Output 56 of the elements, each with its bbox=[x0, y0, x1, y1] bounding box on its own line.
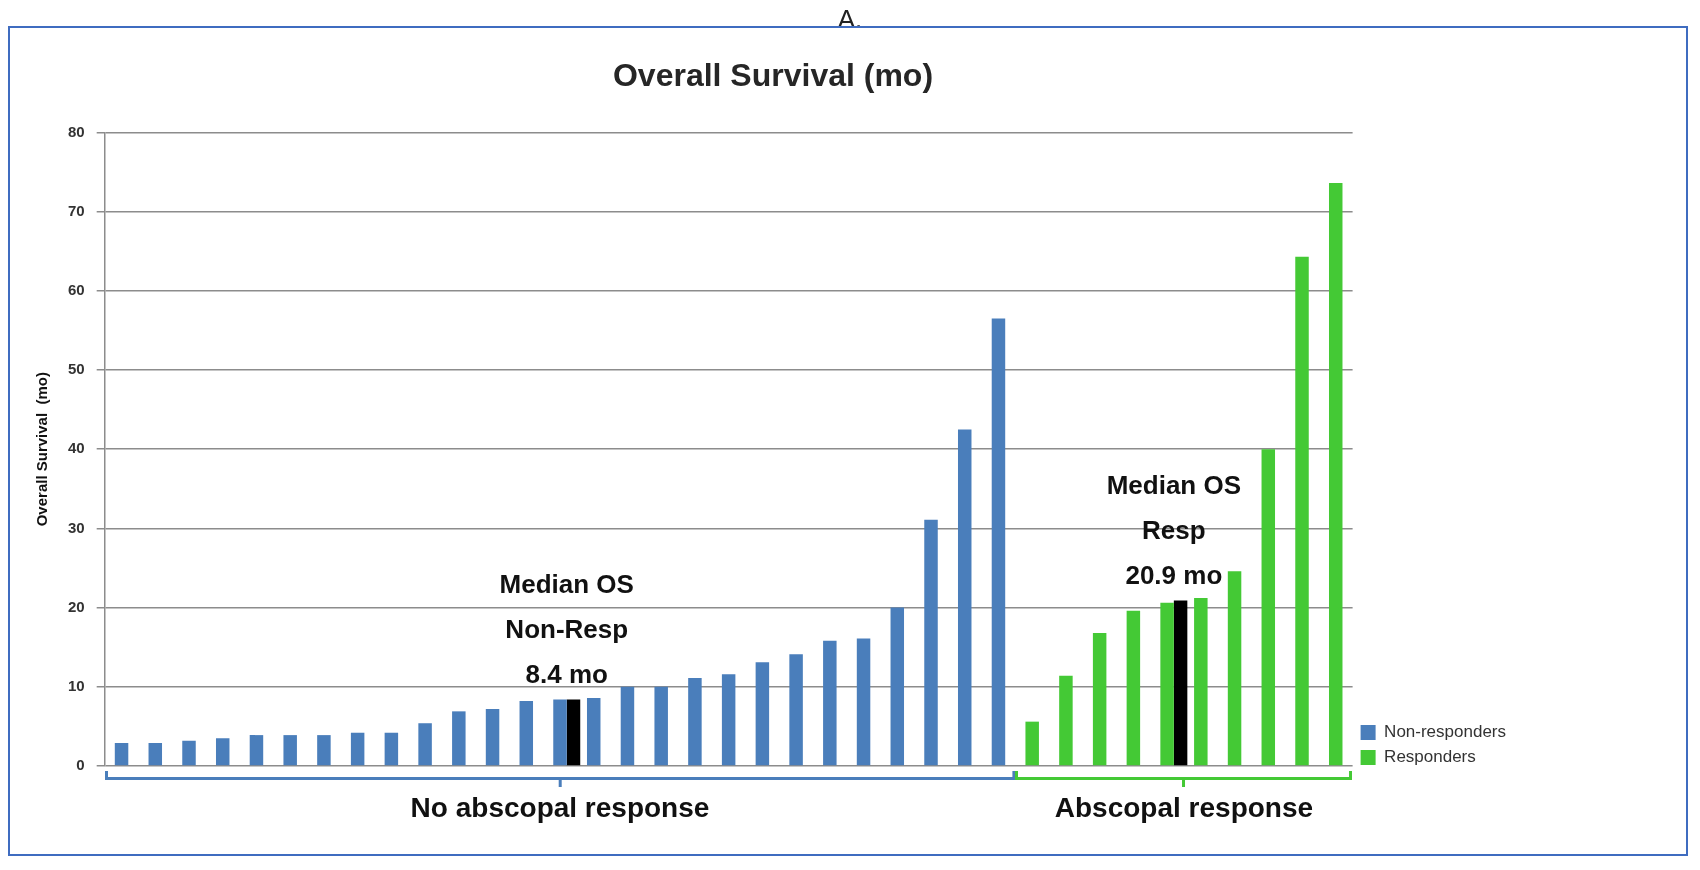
bar bbox=[215, 738, 230, 766]
bar bbox=[350, 732, 365, 766]
bar bbox=[1059, 675, 1073, 766]
legend-label: Non-responders bbox=[1384, 722, 1507, 742]
bar bbox=[566, 699, 581, 766]
bar bbox=[1126, 610, 1141, 766]
y-tick-label: 60 bbox=[68, 280, 85, 298]
bar bbox=[1261, 449, 1276, 766]
bar bbox=[856, 638, 871, 766]
bar bbox=[553, 699, 567, 766]
annotation: Median OS Non-Resp 8.4 mo bbox=[499, 569, 634, 690]
y-tick-label: 50 bbox=[68, 360, 85, 378]
bar bbox=[182, 740, 196, 766]
bar bbox=[249, 735, 264, 766]
bar bbox=[317, 735, 331, 766]
bar bbox=[1173, 600, 1188, 766]
bar bbox=[1328, 183, 1343, 766]
bar bbox=[1227, 571, 1242, 766]
legend-label: Responders bbox=[1384, 747, 1476, 767]
bar bbox=[755, 662, 770, 766]
bar bbox=[789, 654, 803, 766]
bar bbox=[688, 678, 702, 766]
bar bbox=[823, 640, 837, 766]
bar bbox=[1025, 721, 1039, 766]
bar bbox=[586, 697, 601, 766]
bar bbox=[283, 735, 297, 766]
bar bbox=[721, 674, 736, 766]
bar bbox=[1160, 602, 1174, 766]
bar bbox=[114, 743, 129, 766]
annotation: Median OS Resp 20.9 mo bbox=[1106, 470, 1242, 591]
bar bbox=[654, 686, 668, 766]
bar bbox=[148, 743, 163, 766]
bar bbox=[418, 723, 432, 766]
text: No abscopal response bbox=[410, 792, 710, 823]
y-tick-label: 40 bbox=[68, 439, 85, 457]
y-tick-label: 0 bbox=[76, 756, 85, 774]
bar bbox=[924, 519, 938, 766]
bar bbox=[890, 607, 905, 766]
bar bbox=[1295, 256, 1309, 766]
bar bbox=[1194, 598, 1208, 766]
bar bbox=[485, 708, 500, 766]
bar bbox=[991, 318, 1006, 766]
y-tick-label: 70 bbox=[68, 201, 85, 219]
bar bbox=[519, 701, 534, 766]
text: Abscopal response bbox=[1053, 792, 1315, 824]
y-tick-label: 20 bbox=[68, 597, 85, 615]
chart-title: Overall Survival (mo) bbox=[612, 57, 934, 94]
y-axis-title: Overall Survival (mo) bbox=[33, 372, 51, 527]
bar bbox=[620, 686, 635, 766]
bar bbox=[452, 711, 466, 766]
bar bbox=[1092, 632, 1107, 766]
bar bbox=[957, 429, 972, 766]
y-tick-label: 30 bbox=[68, 518, 85, 536]
y-tick-label: 80 bbox=[68, 122, 85, 140]
bar bbox=[384, 732, 399, 766]
y-tick-label: 10 bbox=[68, 676, 85, 694]
